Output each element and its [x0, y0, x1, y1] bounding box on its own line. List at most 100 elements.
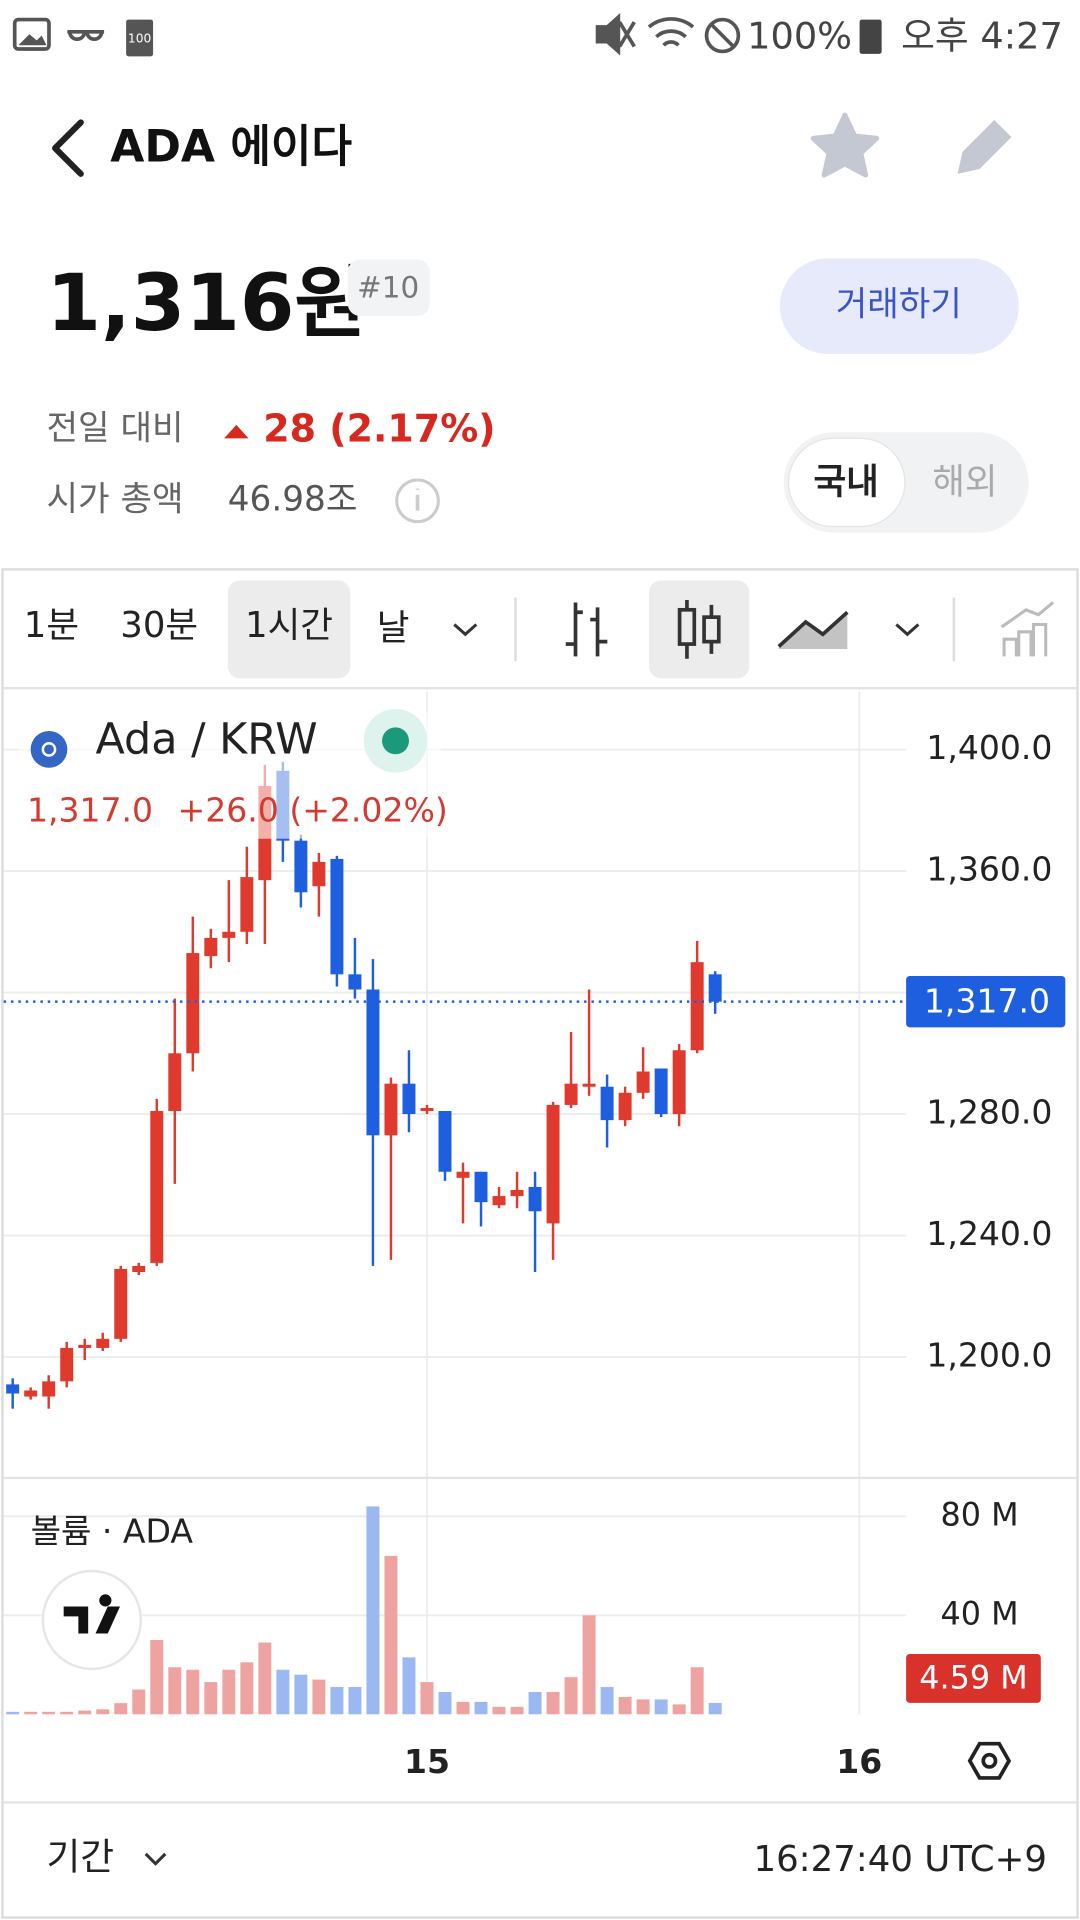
plot: 15 16 1,200.0 1,240.0 1,280.0 1,360.0 1,400.0 4… [3, 691, 1077, 1781]
volume-bar [546, 1692, 560, 1715]
candle-body [96, 1338, 110, 1348]
region-domestic[interactable]: 국내 [813, 462, 878, 503]
change-label: 전일 대비 [47, 408, 184, 448]
settings-glyph [981, 1752, 998, 1769]
volume-bar [96, 1709, 110, 1715]
price-change: 28 (2.17%) [263, 407, 495, 451]
glasses-icon [67, 30, 105, 41]
volume-bar [330, 1687, 344, 1715]
volume-title: 볼륨 · ADA [31, 1512, 194, 1551]
last-price-label: 1,317.0 [924, 981, 1050, 1020]
volume-bar [654, 1699, 668, 1715]
favorite-button[interactable] [810, 112, 880, 178]
volume-bar [312, 1679, 326, 1715]
candle-body [150, 1111, 164, 1263]
rank: #10 [357, 270, 419, 304]
candle-body [582, 1083, 596, 1087]
volume-bar [276, 1669, 290, 1715]
trade-button[interactable] [780, 258, 1019, 354]
region-overseas[interactable]: 해외 [932, 462, 997, 503]
status-bar: 100 100% 오후 4:27 [12, 13, 1063, 57]
candle-body [114, 1268, 128, 1339]
volume-bar [60, 1711, 74, 1715]
x-tick-label: 15 [404, 1742, 450, 1781]
candle-body [330, 858, 344, 975]
back-button[interactable] [52, 119, 84, 177]
volume-bar [672, 1704, 686, 1715]
x-tick-label: 16 [836, 1742, 882, 1781]
volume-bar [168, 1667, 182, 1715]
volume-bar [186, 1669, 200, 1715]
candle-body [438, 1111, 452, 1172]
legend-backdrop [18, 712, 441, 839]
candle-button-body [702, 615, 721, 644]
volume-bar [240, 1662, 254, 1715]
interval-button[interactable]: 1분 [24, 605, 79, 646]
candle-body [456, 1171, 470, 1178]
settings-button[interactable] [967, 1741, 1012, 1780]
candle-body [546, 1104, 560, 1224]
candle-body [366, 989, 380, 1136]
gallery-icon [12, 17, 51, 51]
volume-bar [636, 1699, 650, 1715]
interval-button[interactable]: 30분 [120, 605, 198, 646]
y-tick-label: 1,240.0 [926, 1214, 1052, 1253]
volume-bar [24, 1711, 38, 1715]
volume-bar [474, 1701, 488, 1715]
candle-body [6, 1384, 20, 1394]
chart-type-dropdown[interactable] [895, 623, 920, 637]
wifi-icon [647, 17, 695, 47]
rank-badge [347, 259, 430, 316]
area-button-fill [778, 612, 848, 649]
volume-bar [528, 1692, 542, 1715]
candle-button-selected[interactable] [648, 580, 750, 679]
candle-body [672, 1050, 686, 1115]
candle-body [420, 1107, 434, 1112]
volume-bar [366, 1506, 380, 1715]
last-volume-label: 4.59 M [919, 1659, 1027, 1697]
battery-small-icon [126, 19, 154, 57]
candle-body [294, 840, 308, 893]
volume-bar [114, 1703, 128, 1715]
volume-bar [222, 1669, 236, 1715]
candle-body [24, 1390, 38, 1397]
period-dropdown[interactable] [144, 1852, 167, 1866]
interval-dropdown[interactable] [453, 623, 478, 637]
bar-chart-button[interactable] [565, 602, 608, 657]
area-button[interactable] [777, 610, 849, 648]
info-button[interactable] [395, 478, 440, 524]
volume-tick-label: 40 M [941, 1594, 1019, 1632]
edit-button[interactable] [957, 120, 1012, 174]
candle-body [348, 974, 362, 990]
candle-body [384, 1083, 398, 1136]
up-arrow [224, 424, 249, 439]
indicator-button[interactable] [1000, 601, 1055, 657]
candle-body [132, 1265, 146, 1272]
battery-icon [859, 19, 882, 54]
current-price: 1,316원 [47, 258, 367, 349]
volume-bar [564, 1677, 578, 1715]
symbol-icon-dot [41, 742, 57, 757]
candle-body [312, 861, 326, 887]
candle-body [690, 962, 704, 1051]
clock: 오후 4:27 [901, 14, 1063, 57]
volume-bar [258, 1642, 272, 1715]
candle-body [564, 1083, 578, 1105]
candle-body [222, 931, 236, 938]
y-tick-label: 1,200.0 [926, 1336, 1052, 1375]
volume-bar [420, 1682, 434, 1715]
interval-button[interactable]: 날 [377, 607, 410, 648]
y-tick-label: 1,280.0 [926, 1093, 1052, 1132]
trade-button-label[interactable]: 거래하기 [836, 285, 962, 325]
volume-bar [456, 1701, 470, 1715]
interval-button[interactable]: 1시간 [245, 605, 333, 646]
candle-body [708, 974, 722, 1002]
region-toggle-active[interactable] [787, 437, 906, 528]
volume-bar [384, 1555, 398, 1715]
candle-body [492, 1196, 506, 1206]
period-button[interactable]: 기간 [47, 1835, 115, 1878]
volume-bar [618, 1696, 632, 1715]
candle-body [510, 1189, 524, 1197]
legend-change: +26.0 (+2.02%) [178, 790, 448, 829]
